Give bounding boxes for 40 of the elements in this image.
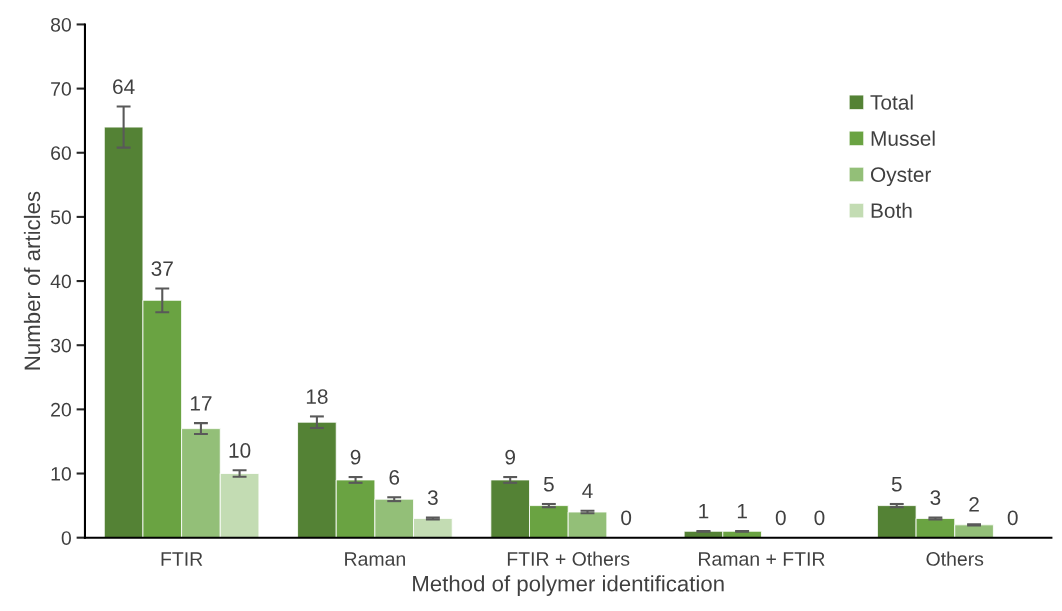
y-tick-label: 30 bbox=[50, 338, 72, 353]
legend-label: Total bbox=[870, 94, 913, 110]
legend-label: Oyster bbox=[870, 167, 932, 187]
data-label: 4 bbox=[582, 483, 593, 499]
y-tick-label: 20 bbox=[51, 402, 72, 417]
data-label: 9 bbox=[350, 449, 361, 465]
data-label: 10 bbox=[229, 443, 251, 458]
data-label: 1 bbox=[737, 503, 747, 519]
y-axis-title: Number of articles bbox=[23, 191, 41, 370]
data-label: 0 bbox=[1007, 510, 1018, 526]
x-tick-label: Others bbox=[926, 551, 984, 566]
y-tick-label: 50 bbox=[50, 210, 72, 225]
data-label: 0 bbox=[621, 510, 632, 526]
x-tick-label: FTIR bbox=[161, 552, 203, 566]
y-tick-label: 80 bbox=[50, 17, 72, 32]
data-label: 9 bbox=[505, 449, 515, 465]
data-label: 3 bbox=[930, 490, 941, 506]
x-tick-label: FTIR + Others bbox=[507, 551, 630, 566]
x-axis-title: Method of polymer identification bbox=[413, 575, 724, 596]
y-tick-label: 70 bbox=[51, 82, 72, 96]
data-label: 5 bbox=[543, 477, 554, 492]
x-tick-label: Raman + FTIR bbox=[699, 552, 825, 566]
data-label: 6 bbox=[389, 470, 400, 485]
y-tick-label: 60 bbox=[51, 146, 72, 160]
data-label: 18 bbox=[306, 389, 328, 404]
data-label: 5 bbox=[891, 477, 902, 492]
legend-label: Mussel bbox=[871, 130, 935, 146]
y-tick-label: 40 bbox=[50, 274, 72, 289]
data-label: 17 bbox=[190, 396, 212, 411]
data-label: 3 bbox=[427, 490, 438, 506]
data-label: 64 bbox=[113, 79, 135, 95]
x-tick-label: Raman bbox=[345, 552, 405, 566]
data-label: 2 bbox=[969, 497, 979, 512]
legend-label: Both bbox=[871, 202, 912, 219]
data-label: 0 bbox=[775, 510, 786, 526]
data-label: 0 bbox=[814, 510, 825, 526]
data-label: 1 bbox=[699, 503, 709, 519]
y-tick-label: 0 bbox=[61, 531, 72, 545]
y-tick-label: 10 bbox=[51, 466, 72, 481]
data-label: 37 bbox=[151, 261, 173, 276]
